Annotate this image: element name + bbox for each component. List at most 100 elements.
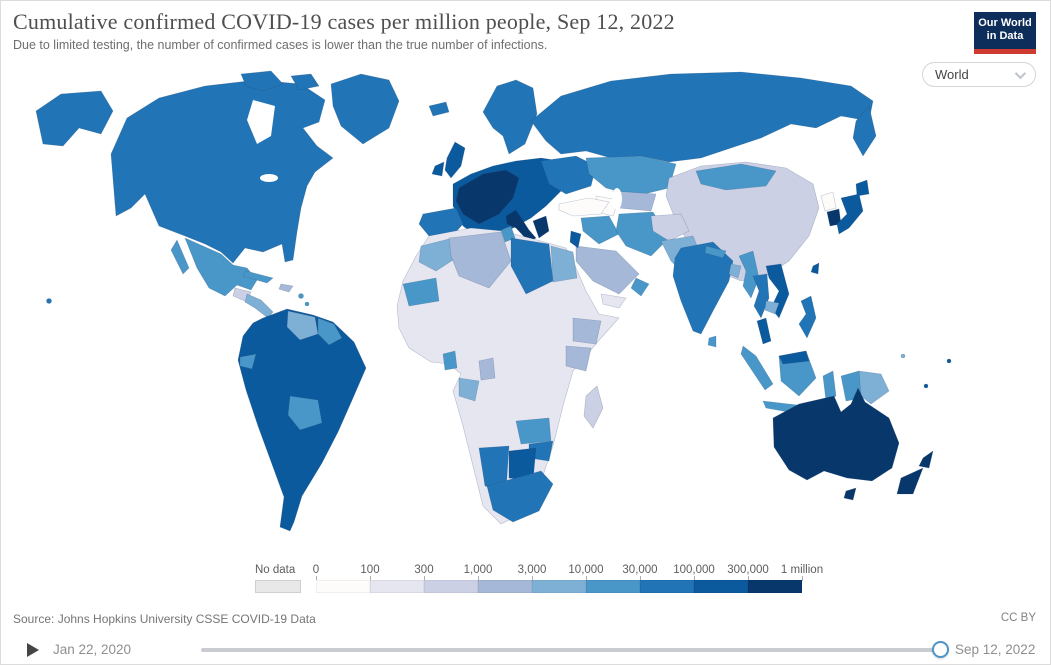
region-mexico[interactable] xyxy=(184,237,258,297)
region-israel-jordan[interactable] xyxy=(569,230,582,249)
timeline-handle[interactable] xyxy=(932,641,949,658)
region-cuba[interactable] xyxy=(242,270,274,284)
region-arctic-islands-2[interactable] xyxy=(290,73,320,91)
owid-logo-line1: Our World xyxy=(978,17,1032,29)
region-australia[interactable] xyxy=(772,387,900,482)
region-caribbean-1[interactable] xyxy=(298,293,304,299)
region-sri-lanka[interactable] xyxy=(707,335,717,348)
region-new-zealand-south[interactable] xyxy=(896,467,924,495)
timeline-start-label: Jan 22, 2020 xyxy=(53,642,132,657)
region-cameroon[interactable] xyxy=(478,357,496,381)
license-link[interactable]: CC BY xyxy=(1000,612,1036,624)
region-libya[interactable] xyxy=(510,237,554,295)
world-choropleth-map[interactable] xyxy=(1,66,1050,566)
region-venezuela[interactable] xyxy=(286,310,319,341)
region-north-korea[interactable] xyxy=(820,191,837,212)
legend-bin-8[interactable] xyxy=(748,580,802,593)
region-thailand[interactable] xyxy=(752,273,770,319)
region-ecuador[interactable] xyxy=(239,353,257,370)
region-mongolia[interactable] xyxy=(695,163,777,191)
region-nepal[interactable] xyxy=(704,245,727,259)
region-russia-far-east[interactable] xyxy=(852,105,877,157)
region-baja-california[interactable] xyxy=(170,239,190,275)
region-south-africa[interactable] xyxy=(486,470,554,523)
region-selector[interactable]: World xyxy=(922,62,1036,87)
legend-tick-label: 1,000 xyxy=(463,564,493,576)
region-caribbean-2[interactable] xyxy=(304,301,310,307)
region-zambia[interactable] xyxy=(515,417,552,445)
region-japan-honshu[interactable] xyxy=(836,193,864,235)
region-kazakhstan[interactable] xyxy=(585,155,677,197)
region-borneo-malaysia[interactable] xyxy=(778,350,810,365)
region-alaska[interactable] xyxy=(35,90,114,147)
region-madagascar[interactable] xyxy=(583,385,604,429)
region-canada-us[interactable] xyxy=(110,79,334,264)
region-tunisia[interactable] xyxy=(500,225,516,243)
legend-bin-7[interactable] xyxy=(694,580,748,593)
region-iceland[interactable] xyxy=(428,101,450,117)
region-algeria[interactable] xyxy=(448,231,512,289)
legend-tick-mark xyxy=(424,576,425,581)
region-guyanas[interactable] xyxy=(317,317,343,346)
region-arctic-islands[interactable] xyxy=(240,70,284,92)
region-turkey[interactable] xyxy=(558,197,610,217)
timeline-track[interactable] xyxy=(201,648,941,652)
region-mauritania[interactable] xyxy=(402,277,440,307)
legend-tick-mark xyxy=(586,576,587,581)
legend-bin-2[interactable] xyxy=(424,580,478,593)
legend-no-data-swatch[interactable] xyxy=(255,580,301,593)
owid-logo[interactable]: Our World in Data xyxy=(974,12,1036,49)
region-united-kingdom[interactable] xyxy=(444,141,466,179)
region-ghana[interactable] xyxy=(442,350,458,371)
region-oman-uae[interactable] xyxy=(630,277,650,297)
region-yemen[interactable] xyxy=(600,293,627,309)
legend-bin-0[interactable] xyxy=(316,580,370,593)
region-cambodia[interactable] xyxy=(764,300,780,315)
region-bangladesh[interactable] xyxy=(728,263,742,279)
legend-bin-4[interactable] xyxy=(532,580,586,593)
legend-tick-label: 100,000 xyxy=(673,564,715,576)
region-philippines[interactable] xyxy=(798,295,817,339)
region-india[interactable] xyxy=(672,241,734,335)
region-bolivia[interactable] xyxy=(287,395,323,431)
region-malaysia-peninsula[interactable] xyxy=(756,317,772,345)
region-western-europe-core[interactable] xyxy=(455,169,520,225)
region-solomon-islands[interactable] xyxy=(900,353,906,359)
legend-tick-label: 30,000 xyxy=(622,564,658,576)
region-new-caledonia[interactable] xyxy=(923,383,929,389)
region-sumatra[interactable] xyxy=(740,345,774,391)
region-greece[interactable] xyxy=(532,215,550,239)
region-scandinavia[interactable] xyxy=(482,79,538,155)
region-saudi-arabia[interactable] xyxy=(575,245,640,295)
region-fiji[interactable] xyxy=(946,358,952,364)
legend-bin-1[interactable] xyxy=(370,580,424,593)
legend-bin-3[interactable] xyxy=(478,580,532,593)
region-eastern-europe[interactable] xyxy=(540,155,597,195)
region-new-zealand-north[interactable] xyxy=(918,450,934,469)
region-afghanistan[interactable] xyxy=(650,213,690,242)
region-hispaniola[interactable] xyxy=(278,283,294,293)
region-iraq-syria[interactable] xyxy=(580,215,620,245)
region-kenya[interactable] xyxy=(565,345,592,372)
legend-bin-5[interactable] xyxy=(586,580,640,593)
caspian-sea xyxy=(612,188,622,210)
region-gabon-congo[interactable] xyxy=(458,377,480,402)
legend-tick-label: 1 million xyxy=(780,564,824,576)
region-sulawesi[interactable] xyxy=(822,370,837,402)
region-central-america[interactable] xyxy=(244,293,274,319)
legend-bin-6[interactable] xyxy=(640,580,694,593)
region-japan-hokkaido[interactable] xyxy=(855,179,870,197)
region-morocco[interactable] xyxy=(418,237,457,272)
region-ireland[interactable] xyxy=(431,161,445,177)
region-ethiopia[interactable] xyxy=(572,317,602,345)
region-papua-new-guinea[interactable] xyxy=(858,370,890,405)
region-russia[interactable] xyxy=(530,71,874,163)
play-button[interactable] xyxy=(27,643,39,657)
region-tasmania[interactable] xyxy=(843,487,857,501)
region-egypt[interactable] xyxy=(550,245,578,283)
region-taiwan[interactable] xyxy=(810,262,820,275)
region-myanmar[interactable] xyxy=(738,250,760,299)
region-hawaii[interactable] xyxy=(46,298,52,304)
region-greenland[interactable] xyxy=(330,73,400,145)
